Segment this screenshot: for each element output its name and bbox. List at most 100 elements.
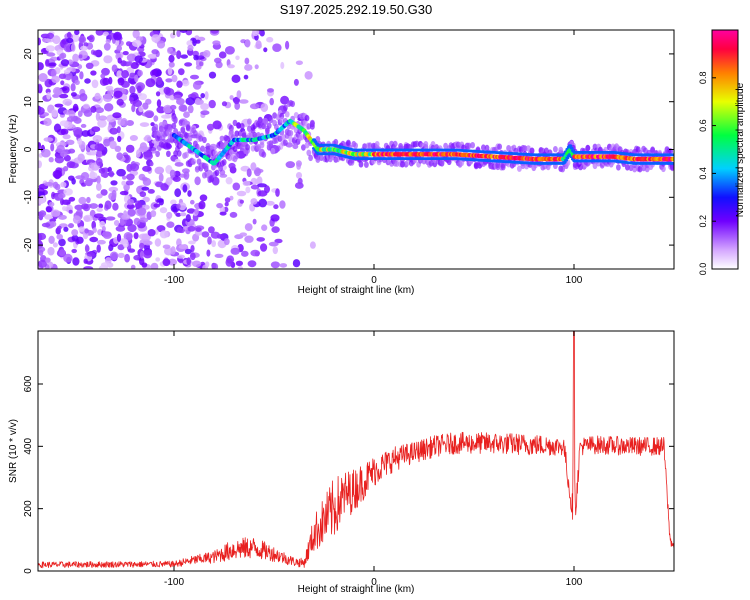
- spectrogram-noise-cell: [122, 51, 129, 56]
- spectrogram-ridge-edge-cell: [562, 161, 567, 164]
- spectrogram-noise-cell: [138, 105, 144, 113]
- spectrogram-noise-cell: [173, 170, 181, 177]
- spectrogram-noise-cell: [101, 67, 110, 76]
- spectrogram-noise-cell: [120, 117, 128, 127]
- spectrogram-noise-cell: [108, 186, 119, 193]
- spectrogram-noise-cell: [52, 181, 59, 189]
- spectrogram-noise-cell: [58, 93, 69, 99]
- spectrogram-halo-cell: [202, 172, 207, 179]
- spectrogram-noise-cell: [101, 226, 106, 232]
- spectrogram-noise-cell: [98, 115, 107, 121]
- spectrogram-noise-cell: [102, 31, 109, 37]
- spectrogram-noise-cell: [116, 70, 123, 79]
- spectrogram-noise-cell: [149, 161, 154, 167]
- spectrogram-noise-cell: [176, 203, 181, 209]
- spectrogram-noise-cell: [92, 135, 103, 143]
- colorbar-tick-label: 0.8: [698, 72, 708, 85]
- spectrogram-noise-cell: [266, 36, 274, 43]
- spectrogram-noise-cell: [162, 244, 171, 249]
- spectrogram-noise-cell: [254, 167, 261, 177]
- spectrogram-noise-cell: [177, 254, 185, 259]
- spectrogram-halo-cell: [259, 142, 265, 149]
- spectrogram-noise-cell: [45, 45, 55, 52]
- spectrogram-noise-cell: [44, 257, 51, 263]
- spectrogram-noise-cell: [132, 99, 143, 108]
- spectrogram-noise-cell: [162, 258, 171, 267]
- spectrogram-noise-cell: [38, 83, 42, 91]
- figure-title: S197.2025.292.19.50.G30: [280, 2, 433, 17]
- spectrogram-noise-cell: [59, 120, 69, 127]
- spectrogram-noise-cell: [150, 262, 159, 269]
- spectrogram-noise-cell: [249, 103, 260, 110]
- spectrogram-noise-cell: [121, 70, 129, 79]
- spectrogram-noise-cell: [140, 146, 150, 151]
- spectrogram-halo-cell: [560, 166, 565, 173]
- spectrogram-noise-cell: [199, 194, 208, 202]
- spectrogram-noise-cell: [235, 260, 243, 266]
- spectrogram-noise-cell: [178, 68, 185, 76]
- spectrogram-halo-cell: [517, 165, 522, 172]
- colorbar-tick-label: 0.0: [698, 263, 708, 276]
- spectrogram-noise-cell: [137, 207, 147, 216]
- spectrogram-noise-cell: [116, 152, 123, 160]
- spectrogram-noise-cell: [84, 179, 93, 187]
- spectrogram-halo-cell: [279, 116, 285, 124]
- spectrogram-noise-cell: [83, 109, 93, 117]
- spectrogram-noise-cell: [159, 230, 169, 239]
- spectrogram-noise-cell: [139, 191, 147, 198]
- spectrogram-noise-cell: [176, 227, 184, 233]
- spectrogram-noise-cell: [66, 31, 72, 39]
- spectrogram-noise-cell: [38, 142, 41, 150]
- spectrogram-noise-cell: [83, 266, 94, 269]
- spectrogram-noise-cell: [123, 232, 133, 241]
- spectrogram-noise-cell: [105, 39, 111, 44]
- spectrogram-noise-cell: [38, 199, 44, 205]
- spectrogram-halo-cell: [439, 158, 445, 166]
- spectrogram-halo-cell: [306, 123, 312, 130]
- spectrogram-noise-cell: [85, 62, 94, 69]
- spectrogram-noise-cell: [38, 160, 42, 169]
- spectrogram-noise-cell: [109, 127, 119, 135]
- spectrogram-noise-cell: [126, 41, 132, 47]
- spectrogram-noise-cell: [231, 74, 241, 84]
- spectrogram-noise-cell: [101, 150, 106, 156]
- spectrogram-noise-cell: [84, 228, 89, 234]
- spectrogram-noise-cell: [292, 143, 299, 150]
- spectrogram-noise-cell: [208, 99, 216, 109]
- spectrogram-noise-cell: [203, 50, 211, 58]
- spectrogram-noise-cell: [170, 104, 177, 110]
- spectrogram-noise-cell: [167, 258, 177, 266]
- spectrogram-halo-cell: [232, 119, 238, 127]
- spectrogram-halo-cell: [221, 159, 227, 166]
- spectrogram-y-tick-label: 20: [23, 48, 34, 60]
- spectrogram-halo-cell: [275, 145, 281, 152]
- spectrogram-noise-cell: [79, 71, 84, 80]
- spectrogram-halo-cell: [288, 136, 294, 143]
- spectrogram-noise-cell: [82, 103, 90, 109]
- spectrogram-halo-cell: [238, 130, 243, 137]
- spectrogram-noise-cell: [63, 109, 72, 115]
- spectrogram-noise-cell: [139, 122, 150, 127]
- spectrogram-noise-cell: [141, 186, 150, 191]
- spectrogram-noise-cell: [143, 152, 153, 160]
- spectrogram-noise-cell: [161, 114, 171, 119]
- spectrogram-noise-cell: [92, 227, 97, 233]
- spectrogram-ridge-edge-cell: [671, 153, 674, 157]
- spectrogram-halo-cell: [232, 145, 238, 153]
- spectrogram-noise-cell: [189, 252, 196, 261]
- spectrogram-halo-cell: [268, 140, 274, 147]
- spectrogram-noise-cell: [119, 220, 125, 226]
- spectrogram-noise-cell: [127, 248, 136, 253]
- spectrogram-noise-cell: [183, 171, 190, 180]
- spectrogram-halo-cell: [650, 147, 655, 154]
- snr-y-axis-label: SNR (10 * v/v): [8, 419, 19, 483]
- spectrogram-noise-cell: [285, 40, 290, 50]
- spectrogram-halo-cell: [466, 142, 472, 149]
- spectrogram-noise-cell: [229, 195, 234, 201]
- spectrogram-noise-cell: [156, 99, 162, 108]
- colorbar-tick-label: 0.4: [698, 167, 708, 180]
- spectrogram-noise-cell: [60, 59, 70, 67]
- spectrogram-noise-cell: [60, 181, 67, 188]
- spectrogram-y-tick-label: 0: [23, 146, 34, 152]
- spectrogram-noise-cell: [53, 123, 62, 133]
